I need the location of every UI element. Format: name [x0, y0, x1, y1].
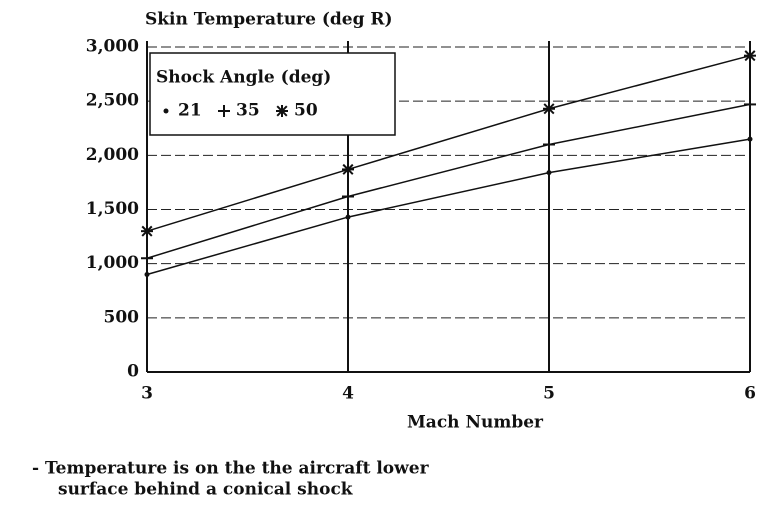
marker-asterisk: [141, 225, 153, 238]
marker-asterisk: [276, 105, 288, 117]
marker-stroke: [744, 50, 756, 62]
marker-plus: [218, 105, 230, 117]
marker-dot: [345, 214, 351, 220]
marker-dot: [144, 272, 150, 277]
marker-dot: [546, 170, 552, 176]
x-tick-label: 4: [342, 384, 354, 404]
legend-title: Shock Angle (deg): [156, 68, 331, 88]
marker-dot: [144, 272, 150, 277]
marker-plus: [342, 190, 354, 203]
marker-dot: [345, 214, 351, 220]
marker-plus: [543, 138, 555, 151]
marker-dot: [546, 170, 552, 176]
marker-dot: [747, 136, 753, 142]
y-tick-label: 1,500: [86, 199, 139, 219]
legend-label: 21: [178, 101, 202, 121]
x-tick-label: 6: [744, 384, 756, 404]
marker-dot: [163, 108, 169, 114]
y-tick-label: 500: [104, 307, 140, 327]
y-axis-label: Skin Temperature (deg R): [145, 10, 393, 30]
marker-plus: [141, 252, 153, 265]
marker-dot: [747, 136, 753, 142]
marker-asterisk: [543, 102, 555, 115]
marker-asterisk: [342, 163, 354, 176]
series-line: [146, 54, 751, 232]
series-line: [146, 138, 751, 276]
legend-box: [149, 52, 396, 136]
y-tick-label: 3,000: [86, 37, 139, 57]
y-tick-label: 2,500: [86, 91, 139, 111]
legend-label: 35: [236, 101, 260, 121]
x-tick-label: 5: [543, 384, 555, 404]
marker-stroke: [141, 225, 153, 237]
y-tick-label: 0: [127, 362, 139, 382]
marker-stroke: [342, 163, 354, 175]
marker-stroke: [276, 105, 288, 117]
x-tick-label: 3: [141, 384, 153, 404]
note: - Temperature is on the the aircraft low…: [32, 459, 430, 479]
marker-plus: [744, 98, 756, 111]
legend-label: 50: [294, 101, 318, 121]
marker-stroke: [543, 103, 555, 115]
marker-dot: [163, 108, 169, 114]
y-tick-label: 2,000: [86, 145, 139, 165]
marker-asterisk: [744, 49, 756, 62]
series-line: [146, 103, 751, 259]
x-axis-label: Mach Number: [407, 413, 544, 433]
y-tick-label: 1,000: [86, 253, 139, 273]
note: surface behind a conical shock: [58, 480, 354, 500]
